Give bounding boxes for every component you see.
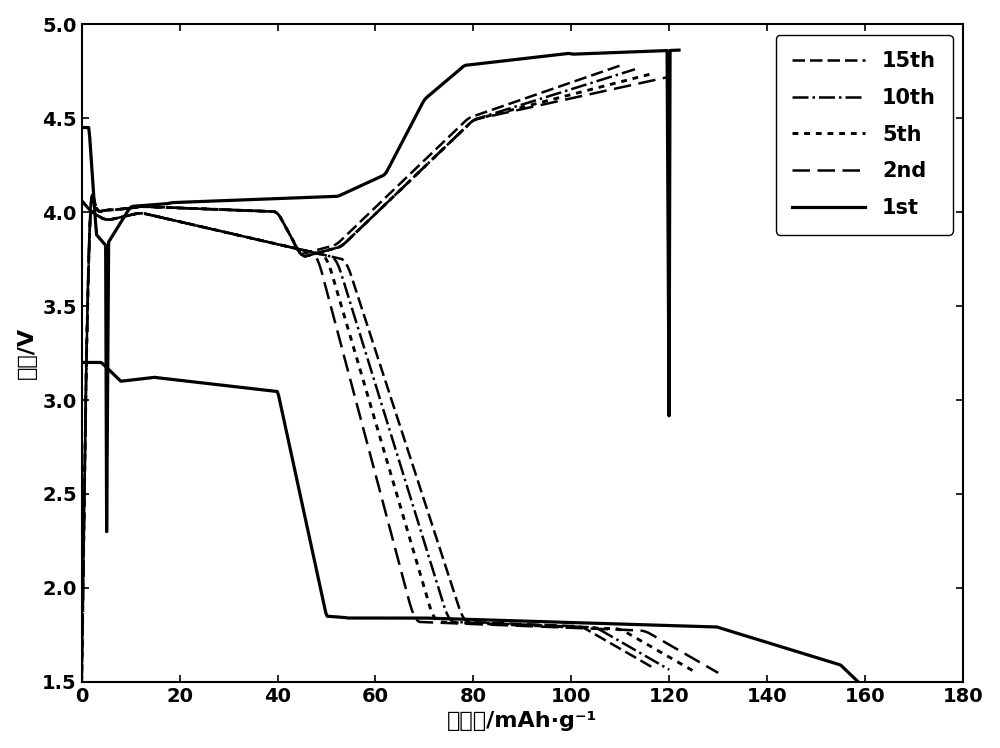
5th xyxy=(348,230,360,239)
15th xyxy=(396,177,408,186)
1st xyxy=(526,53,538,62)
1st xyxy=(429,86,441,95)
15th xyxy=(517,94,529,103)
2nd xyxy=(425,156,437,165)
Line: 5th: 5th xyxy=(82,73,655,682)
1st xyxy=(182,197,194,206)
10th xyxy=(405,175,417,184)
2nd xyxy=(663,73,675,82)
2nd xyxy=(394,186,406,195)
10th xyxy=(375,204,387,213)
2nd xyxy=(76,678,88,687)
5th xyxy=(76,678,88,687)
Y-axis label: 电压/V: 电压/V xyxy=(17,327,37,379)
2nd xyxy=(557,96,569,105)
5th xyxy=(635,72,647,81)
1st xyxy=(101,527,113,536)
15th xyxy=(335,236,347,245)
10th xyxy=(338,239,350,248)
10th xyxy=(76,678,88,687)
Line: 15th: 15th xyxy=(82,66,620,682)
2nd xyxy=(355,224,367,233)
10th xyxy=(342,236,354,245)
2nd xyxy=(649,76,661,85)
Line: 1st: 1st xyxy=(82,50,679,532)
15th xyxy=(332,239,344,248)
10th xyxy=(629,65,641,74)
5th xyxy=(386,194,398,203)
15th xyxy=(76,678,88,687)
15th xyxy=(367,205,379,214)
5th xyxy=(351,227,363,236)
5th xyxy=(545,95,557,104)
5th xyxy=(417,164,429,173)
10th xyxy=(529,96,541,105)
Line: 2nd: 2nd xyxy=(82,77,669,682)
1st xyxy=(476,59,488,68)
Line: 10th: 10th xyxy=(82,70,635,682)
1st xyxy=(230,196,242,205)
1st xyxy=(673,46,685,55)
15th xyxy=(614,61,626,70)
1st xyxy=(347,185,359,194)
2nd xyxy=(358,220,370,229)
5th xyxy=(649,69,661,78)
15th xyxy=(601,66,613,75)
X-axis label: 比容量/mAh·g⁻¹: 比容量/mAh·g⁻¹ xyxy=(447,711,598,732)
Legend: 15th, 10th, 5th, 2nd, 1st: 15th, 10th, 5th, 2nd, 1st xyxy=(776,34,953,235)
1st xyxy=(76,123,88,132)
10th xyxy=(616,69,628,78)
